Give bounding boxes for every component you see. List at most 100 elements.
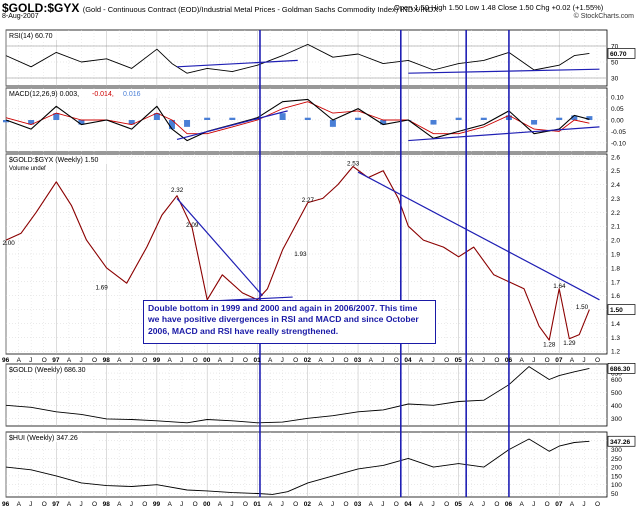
x-tick-label: 99 <box>153 501 161 508</box>
x-tick-label: A <box>369 357 374 364</box>
x-tick-label: J <box>532 357 535 364</box>
last-value-label-gold: 686.30 <box>610 366 631 373</box>
panel-title-bg <box>7 365 104 374</box>
panel-title-bg <box>7 31 69 40</box>
y-tick-label-price: 2.0 <box>611 238 620 245</box>
price-panel-subtitle: Volume undef <box>9 166 46 172</box>
y-tick-label-price: 1.6 <box>611 293 620 300</box>
x-tick-label: O <box>42 501 47 508</box>
macd-histogram-bar <box>53 113 60 120</box>
x-tick-label: J <box>281 501 284 508</box>
trendline <box>176 198 263 297</box>
x-tick-label: 99 <box>153 357 161 364</box>
x-tick-label: 03 <box>354 357 362 364</box>
x-tick-label: A <box>318 501 323 508</box>
x-tick-label: J <box>180 357 183 364</box>
y-tick-label-macd: -0.05 <box>611 129 626 136</box>
price-point-label: 1.69 <box>96 284 109 291</box>
x-tick-label: 05 <box>455 501 463 508</box>
macd-title-hist: 0.016 <box>123 91 141 98</box>
x-tick-label: O <box>494 501 499 508</box>
x-tick-label: J <box>79 357 82 364</box>
x-tick-label: O <box>444 357 449 364</box>
price-point-label: 2.32 <box>171 187 184 194</box>
x-tick-label: O <box>595 501 600 508</box>
x-tick-label: A <box>117 501 122 508</box>
x-tick-label: 01 <box>253 357 261 364</box>
last-value-box-hui <box>607 435 636 447</box>
x-tick-label: A <box>419 357 424 364</box>
x-tick-label: O <box>343 501 348 508</box>
x-tick-label: J <box>431 357 434 364</box>
y-tick-label-hui: 100 <box>611 482 622 489</box>
annotation-box: Double bottom in 1999 and 2000 and again… <box>143 300 436 344</box>
x-tick-label: O <box>595 357 600 364</box>
x-tick-label: 01 <box>253 501 261 508</box>
price-point-label: 1.50 <box>576 304 589 311</box>
x-tick-label: 07 <box>555 357 563 364</box>
x-tick-label: A <box>17 357 22 364</box>
macd-title-main: MACD(12,26,9) 0.003, <box>9 91 79 98</box>
panel-title-bg <box>7 155 117 164</box>
x-tick-label: 96 <box>2 357 10 364</box>
y-tick-label-rsi: 50 <box>611 60 619 67</box>
price-point-label: 1.29 <box>563 340 576 347</box>
y-tick-label-macd: 0.00 <box>611 118 624 125</box>
y-tick-label-gold: 300 <box>611 416 622 423</box>
x-tick-label: 06 <box>505 357 513 364</box>
y-tick-label-gold: 400 <box>611 403 622 410</box>
macd-signal-line <box>5 101 590 135</box>
x-tick-label: J <box>381 501 384 508</box>
x-tick-label: O <box>293 357 298 364</box>
price-point-label: 2.53 <box>347 161 360 168</box>
price-point-label: 2.27 <box>302 197 315 204</box>
macd-histogram-bar <box>571 115 578 120</box>
trendline <box>357 171 600 301</box>
x-tick-label: J <box>482 357 485 364</box>
x-tick-label: J <box>482 501 485 508</box>
x-tick-label: A <box>167 357 172 364</box>
y-tick-label-macd: 0.05 <box>611 106 624 113</box>
y-tick-label-price: 1.2 <box>611 349 620 356</box>
y-tick-label-price: 2.4 <box>611 182 620 189</box>
y-tick-label-hui: 300 <box>611 447 622 454</box>
x-tick-label: J <box>582 357 585 364</box>
macd-histogram-bar <box>430 120 437 125</box>
x-tick-label: 04 <box>404 501 412 508</box>
macd-title-signal: -0.014, <box>92 91 114 98</box>
x-tick-label: O <box>92 501 97 508</box>
x-tick-label: J <box>29 501 32 508</box>
x-tick-label: J <box>331 501 334 508</box>
x-tick-label: O <box>394 357 399 364</box>
macd-histogram-bar <box>279 113 286 120</box>
chart-description: (Gold - Continuous Contract (EOD)/Indust… <box>82 5 439 14</box>
last-value-label-rsi: 60.70 <box>610 51 627 58</box>
y-tick-label-price: 2.2 <box>611 210 620 217</box>
price-point-label: 2.00 <box>3 240 16 247</box>
y-tick-label-price: 1.8 <box>611 265 620 272</box>
chart-symbol: $GOLD:$GYX <box>2 1 80 15</box>
y-tick-label-price: 1.3 <box>611 335 620 342</box>
x-tick-label: O <box>142 501 147 508</box>
x-tick-label: O <box>394 501 399 508</box>
macd-histogram-bar <box>153 113 160 120</box>
x-tick-label: A <box>17 501 22 508</box>
chart-date: 8-Aug-2007 <box>2 13 39 20</box>
macd-histogram-bar <box>355 117 362 120</box>
x-tick-label: A <box>469 501 474 508</box>
x-tick-label: O <box>545 357 550 364</box>
x-tick-label: 96 <box>2 501 10 508</box>
y-tick-label-hui: 250 <box>611 456 622 463</box>
price-point-label: 1.93 <box>294 251 307 258</box>
x-tick-label: 03 <box>354 501 362 508</box>
x-tick-label: 98 <box>103 501 111 508</box>
x-tick-label: 00 <box>203 357 211 364</box>
x-tick-label: O <box>193 357 198 364</box>
x-tick-label: O <box>243 501 248 508</box>
panel-title-bg <box>7 89 157 98</box>
x-tick-label: J <box>130 501 133 508</box>
x-tick-label: O <box>243 357 248 364</box>
quote-summary: Open 1.50 High 1.50 Low 1.48 Close 1.50 … <box>394 3 604 12</box>
x-tick-label: J <box>532 501 535 508</box>
